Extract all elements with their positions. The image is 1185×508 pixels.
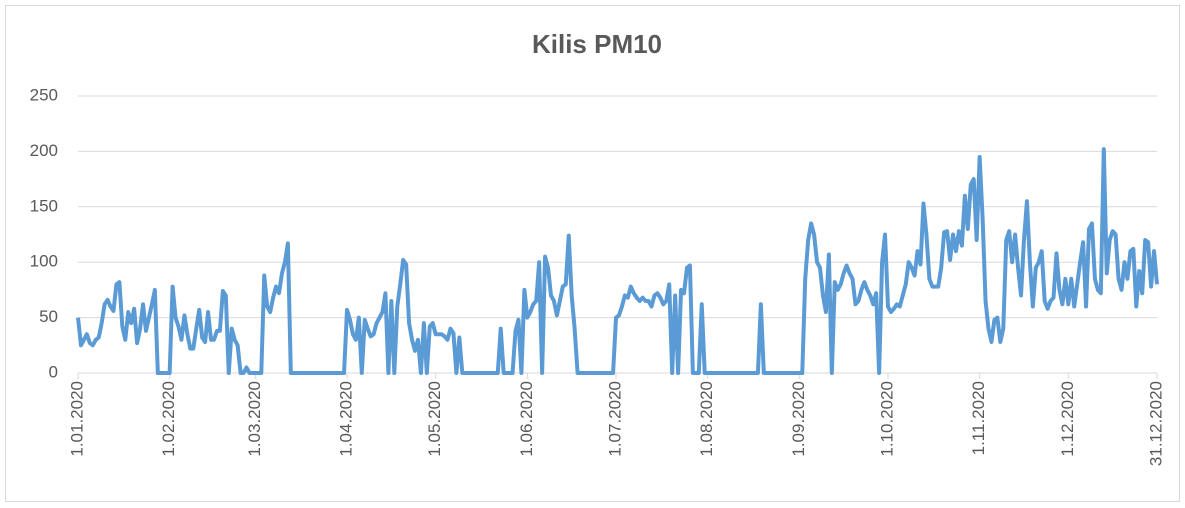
x-tick-label: 1.06.2020	[517, 381, 536, 457]
y-tick-label: 50	[39, 307, 58, 326]
x-tick-label: 1.12.2020	[1058, 381, 1077, 457]
y-tick-label: 200	[30, 141, 58, 160]
chart-title: Kilis PM10	[532, 29, 662, 59]
x-tick-label: 1.10.2020	[877, 381, 896, 457]
x-tick-label: 1.03.2020	[245, 381, 264, 457]
x-tick-label: 1.02.2020	[159, 381, 178, 457]
x-tick-label: 1.11.2020	[969, 381, 988, 455]
y-tick-label: 250	[30, 85, 58, 104]
x-tick-label: 31.12.2020	[1146, 381, 1165, 466]
x-tick-label: 1.04.2020	[336, 381, 355, 457]
x-tick-label: 1.05.2020	[425, 381, 444, 457]
x-tick-label: 1.07.2020	[606, 381, 625, 457]
x-tick-label: 1.01.2020	[67, 381, 86, 457]
chart-border	[5, 5, 1180, 502]
y-tick-label: 150	[30, 196, 58, 215]
y-tick-label: 100	[30, 252, 58, 271]
x-tick-label: 1.08.2020	[697, 381, 716, 457]
y-tick-label: 0	[49, 362, 58, 381]
x-tick-label: 1.09.2020	[789, 381, 808, 457]
data-line	[76, 147, 1159, 375]
